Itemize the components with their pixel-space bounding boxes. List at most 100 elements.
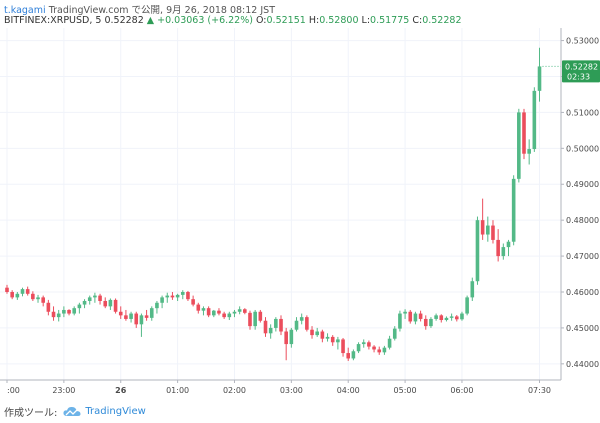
- candle-body: [330, 336, 335, 343]
- candle-body: [527, 149, 531, 154]
- candle-body: [434, 315, 438, 319]
- publish-line: t.kagami TradingView.com で公開, 9月 26, 201…: [4, 2, 275, 16]
- candle-body: [258, 311, 263, 321]
- candle-body: [506, 241, 511, 248]
- candle: [175, 293, 180, 301]
- candle: [439, 314, 444, 323]
- last-price: 0.52282: [104, 15, 144, 26]
- candle-body: [144, 315, 149, 318]
- candle-body: [480, 220, 485, 235]
- candle: [522, 108, 526, 160]
- candle: [258, 309, 263, 323]
- candle-body: [118, 311, 123, 316]
- brand-link[interactable]: TradingView: [85, 406, 146, 417]
- candle-body: [180, 292, 185, 295]
- candle: [398, 310, 402, 332]
- low-label: L:: [361, 15, 371, 26]
- x-tick-label: 06:00: [450, 386, 473, 395]
- candle-body: [124, 315, 128, 319]
- candle: [108, 298, 113, 310]
- candle: [320, 329, 325, 343]
- candle-body: [387, 338, 392, 348]
- symbol-label: BITFINEX:XRPUSD, 5: [4, 15, 102, 26]
- x-axis: :00 23:00 26 01:00 02:00 03:00 04:00 05:00 06:00…: [6, 380, 551, 395]
- candle: [284, 327, 288, 361]
- candle: [103, 297, 108, 309]
- candle: [429, 317, 433, 328]
- candle: [149, 306, 154, 321]
- candle-body: [439, 315, 444, 321]
- candle: [449, 313, 454, 321]
- candle: [346, 347, 351, 361]
- candle-body: [103, 300, 108, 307]
- candle: [41, 295, 45, 307]
- candles-group: [5, 47, 542, 361]
- candle-body: [522, 112, 526, 154]
- y-tick-label: 0.47000: [566, 252, 599, 261]
- candle-body: [532, 90, 537, 150]
- candle-body: [253, 311, 257, 327]
- candle: [299, 313, 304, 325]
- candle-body: [191, 299, 195, 305]
- candle: [330, 335, 335, 346]
- candle-body: [491, 225, 495, 240]
- candle-body: [10, 292, 14, 298]
- candle-body: [444, 317, 449, 321]
- candle: [31, 291, 35, 301]
- candle-body: [67, 309, 71, 314]
- x-tick-label: 07:30: [528, 386, 551, 395]
- author-link[interactable]: t.kagami: [4, 5, 46, 16]
- y-tick-label: 0.49000: [566, 180, 599, 189]
- candle-body: [511, 178, 516, 242]
- candle: [434, 313, 438, 321]
- candle-body: [299, 317, 304, 321]
- candle: [532, 87, 537, 152]
- x-tick-label: 23:00: [52, 386, 75, 395]
- candle: [377, 346, 382, 355]
- candle-body: [346, 353, 351, 359]
- candle: [413, 311, 418, 325]
- candle-body: [139, 315, 144, 325]
- candle-body: [470, 281, 475, 298]
- candle: [36, 294, 40, 303]
- cloud-logo-icon: [63, 406, 81, 416]
- candle: [227, 311, 232, 321]
- candle-body: [392, 328, 397, 339]
- candle: [486, 216, 490, 242]
- candle-body: [51, 311, 56, 318]
- candle: [77, 302, 82, 314]
- candle-body: [501, 247, 506, 257]
- candle-body: [413, 313, 418, 322]
- candle: [212, 309, 216, 318]
- x-tick-label: 26: [115, 386, 127, 395]
- candle-body: [201, 308, 206, 311]
- candle-body: [496, 239, 500, 257]
- candle: [475, 216, 480, 285]
- candle: [268, 324, 273, 339]
- candle: [361, 339, 366, 348]
- candle: [87, 295, 92, 305]
- candle-body: [289, 329, 294, 345]
- y-tick-label: 0.45000: [566, 324, 599, 333]
- candle: [25, 286, 30, 296]
- change-value: +0.03063 (+6.22%): [157, 15, 253, 26]
- candle-body: [170, 295, 175, 298]
- candle-body: [248, 312, 252, 327]
- y-tick-label: 0.46000: [566, 288, 599, 297]
- candle-body: [398, 313, 402, 329]
- candle-body: [212, 310, 216, 316]
- candle: [129, 311, 133, 323]
- candle-body: [263, 320, 268, 334]
- close-label: C:: [412, 15, 423, 26]
- candle-body: [325, 336, 330, 339]
- change-up-icon: ▲: [146, 15, 155, 26]
- candle: [62, 306, 66, 318]
- candle-body: [165, 295, 170, 298]
- candle-body: [268, 327, 273, 334]
- candle: [392, 326, 397, 341]
- candle: [10, 290, 14, 300]
- candle: [294, 317, 299, 332]
- candle: [527, 139, 531, 165]
- candle: [232, 309, 237, 318]
